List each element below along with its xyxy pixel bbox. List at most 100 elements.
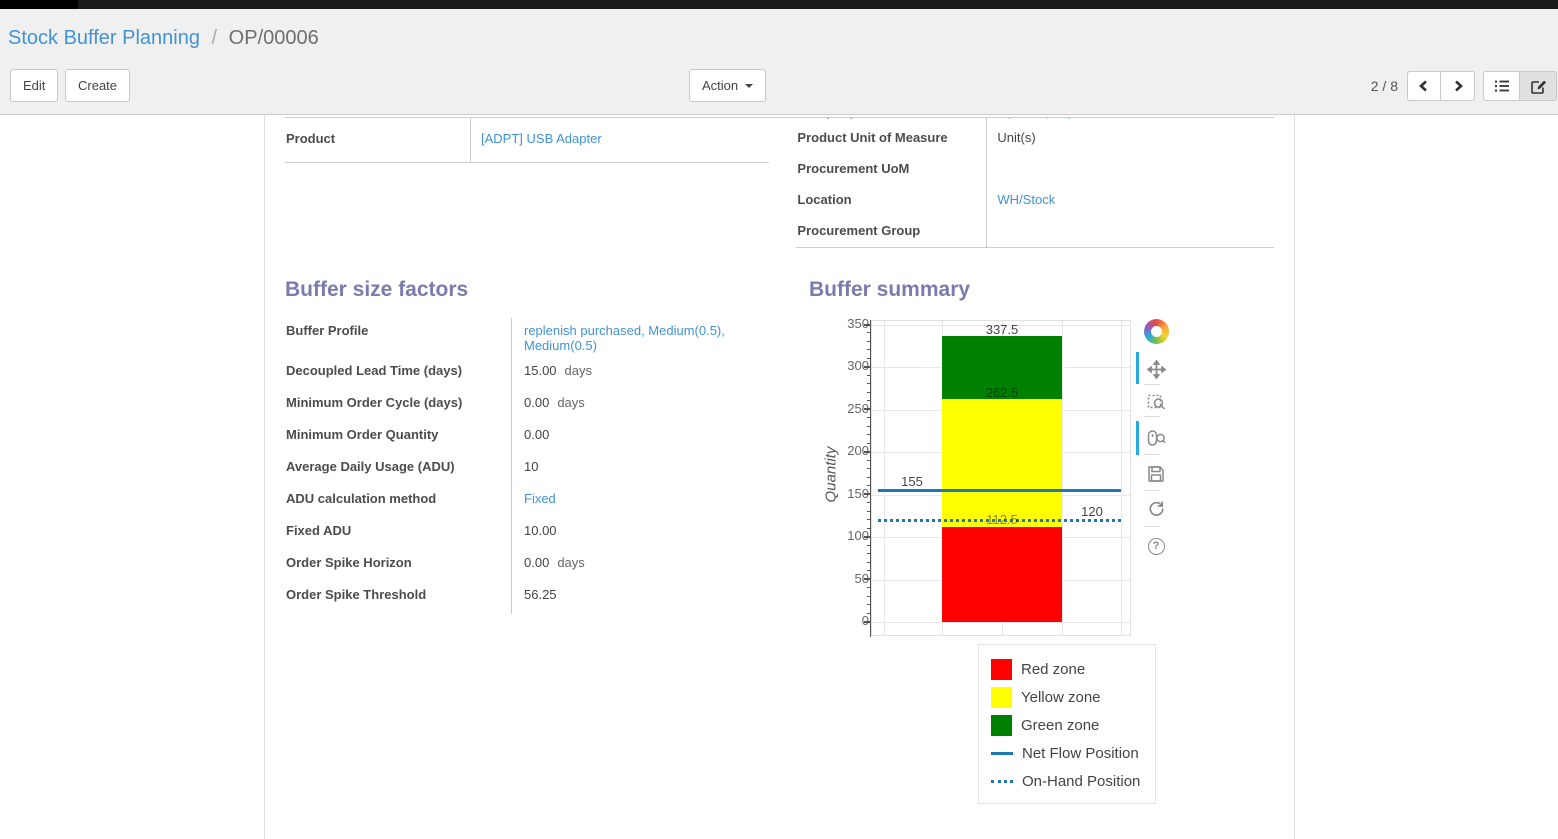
field-number: 10 bbox=[524, 459, 539, 474]
field-row: Average Daily Usage (ADU) 10 bbox=[285, 454, 782, 486]
field-label: Buffer Profile bbox=[285, 318, 512, 358]
field-row: Decoupled Lead Time (days) 15.00 days bbox=[285, 358, 782, 390]
field-link[interactable]: Fixed bbox=[524, 491, 556, 506]
create-button[interactable]: Create bbox=[65, 69, 131, 102]
breadcrumb-parent-link[interactable]: Stock Buffer Planning bbox=[8, 27, 200, 49]
y-minor-tick bbox=[867, 332, 871, 334]
form-sheet: Product [ADPT] USB Adapter Company My Comp… bbox=[264, 115, 1295, 839]
legend-label: Green zone bbox=[1021, 716, 1100, 734]
list-view-button[interactable] bbox=[1483, 71, 1520, 101]
form-view-button[interactable] bbox=[1520, 71, 1557, 101]
field-row: Procurement Group bbox=[796, 217, 1274, 248]
chevron-right-icon bbox=[1454, 80, 1463, 92]
toolbar-separator bbox=[1144, 384, 1160, 385]
field-value: 10.00 bbox=[512, 518, 782, 550]
caret-down-icon bbox=[745, 83, 754, 88]
legend-item: On-Hand Position bbox=[991, 767, 1147, 795]
legend-swatch bbox=[991, 658, 1012, 680]
content-area: Product [ADPT] USB Adapter Company My Comp… bbox=[0, 115, 1558, 839]
y-minor-tick bbox=[867, 510, 871, 512]
procurement-group-fields: Company My Company Product Unit of Measure… bbox=[796, 118, 1274, 248]
field-link[interactable]: [ADPT] USB Adapter bbox=[481, 131, 602, 146]
pager-value: 2 / 8 bbox=[1370, 78, 1398, 94]
y-major-tick bbox=[864, 323, 871, 326]
box-zoom-tool-icon[interactable] bbox=[1146, 391, 1166, 411]
y-minor-tick bbox=[867, 476, 871, 478]
wheel-zoom-tool-icon[interactable] bbox=[1146, 428, 1166, 448]
section-title-buffer-summary: Buffer summary bbox=[809, 278, 971, 301]
y-axis-line bbox=[870, 320, 871, 637]
pager-next-button[interactable] bbox=[1441, 71, 1475, 101]
field-label: Order Spike Threshold bbox=[285, 582, 512, 614]
legend-line-swatch bbox=[991, 779, 1013, 783]
bokeh-logo-icon[interactable] bbox=[1144, 319, 1169, 344]
y-tick-label: 250 bbox=[847, 400, 869, 416]
field-value: 10 bbox=[512, 454, 782, 486]
pan-tool-icon[interactable] bbox=[1146, 359, 1166, 379]
y-tick-label: 200 bbox=[847, 443, 869, 459]
field-unit: days bbox=[557, 395, 585, 410]
y-minor-tick bbox=[867, 425, 871, 427]
y-tick-label: 150 bbox=[847, 485, 869, 501]
field-row: Fixed ADU 10.00 bbox=[285, 518, 782, 550]
y-minor-tick bbox=[867, 604, 871, 606]
legend-item: Net Flow Position bbox=[991, 739, 1147, 767]
save-tool-icon[interactable] bbox=[1146, 464, 1166, 484]
legend-item: Red zone bbox=[991, 655, 1147, 683]
field-link[interactable]: WH/Stock bbox=[997, 192, 1056, 207]
value-label: 337.5 bbox=[985, 321, 1019, 337]
y-tick-label: 350 bbox=[847, 316, 869, 331]
buffer-size-factors-section: Buffer size factors Buffer Profile replen… bbox=[285, 278, 782, 804]
section-title-buffer-size-factors: Buffer size factors bbox=[285, 278, 469, 301]
field-label: Minimum Order Quantity bbox=[285, 422, 512, 454]
edit-button[interactable]: Edit bbox=[10, 69, 59, 102]
field-value: 0.00 days bbox=[512, 550, 782, 582]
y-major-tick bbox=[864, 365, 871, 368]
y-major-tick bbox=[864, 620, 871, 623]
value-label: 112.5 bbox=[986, 511, 1018, 527]
field-value: Unit(s) bbox=[997, 130, 1036, 145]
field-value: 0.00 days bbox=[512, 390, 782, 422]
field-row: Order Spike Horizon 0.00 days bbox=[285, 550, 782, 582]
value-label: 120 bbox=[1081, 504, 1103, 520]
legend-item: Green zone bbox=[991, 711, 1147, 739]
reset-tool-icon[interactable] bbox=[1146, 498, 1166, 518]
chart-plot-area[interactable]: 337.5 262.5 155 112.5 120 bbox=[871, 320, 1131, 636]
y-minor-tick bbox=[867, 434, 871, 436]
field-label: Product bbox=[285, 118, 471, 162]
y-minor-tick bbox=[867, 595, 871, 597]
field-number: 10.00 bbox=[524, 523, 557, 538]
pan-active-indicator bbox=[1136, 352, 1139, 384]
y-minor-tick bbox=[867, 468, 871, 470]
toolbar-separator bbox=[1144, 416, 1160, 417]
legend-swatch bbox=[991, 714, 1012, 736]
y-minor-tick bbox=[867, 374, 871, 376]
y-minor-tick bbox=[867, 459, 871, 461]
field-link[interactable]: replenish purchased, Medium(0.5), Medium… bbox=[524, 323, 725, 353]
field-unit: days bbox=[564, 363, 593, 378]
y-minor-tick bbox=[867, 587, 871, 589]
field-number: 0.00 bbox=[524, 427, 550, 442]
y-gridline bbox=[872, 325, 1130, 326]
breadcrumb: Stock Buffer Planning / OP/00006 bbox=[8, 27, 319, 50]
y-tick-label: 300 bbox=[847, 358, 869, 374]
field-label: ADU calculation method bbox=[285, 486, 512, 518]
top-field-groups: Product [ADPT] USB Adapter Company My Comp… bbox=[285, 117, 1274, 248]
help-tool-icon[interactable]: ? bbox=[1146, 536, 1166, 556]
y-tick-label: 50 bbox=[854, 570, 869, 586]
value-label: 155 bbox=[901, 474, 923, 490]
field-row: Minimum Order Cycle (days) 0.00 days bbox=[285, 390, 782, 422]
list-icon bbox=[1494, 80, 1509, 92]
field-label: Procurement UoM bbox=[796, 155, 988, 186]
field-value: 56.25 bbox=[512, 582, 782, 614]
field-label: Average Daily Usage (ADU) bbox=[285, 454, 512, 486]
field-row: Product Unit of Measure Unit(s) bbox=[796, 124, 1274, 155]
pager-previous-button[interactable] bbox=[1407, 71, 1441, 101]
field-unit: days bbox=[557, 555, 585, 570]
legend-swatch bbox=[991, 686, 1012, 708]
action-dropdown-button[interactable]: Action bbox=[689, 69, 767, 102]
field-number: 15.00 bbox=[524, 363, 557, 378]
field-link[interactable]: My Company bbox=[997, 118, 1074, 119]
field-label: Company bbox=[796, 118, 988, 124]
legend-label: On-Hand Position bbox=[1022, 772, 1141, 790]
